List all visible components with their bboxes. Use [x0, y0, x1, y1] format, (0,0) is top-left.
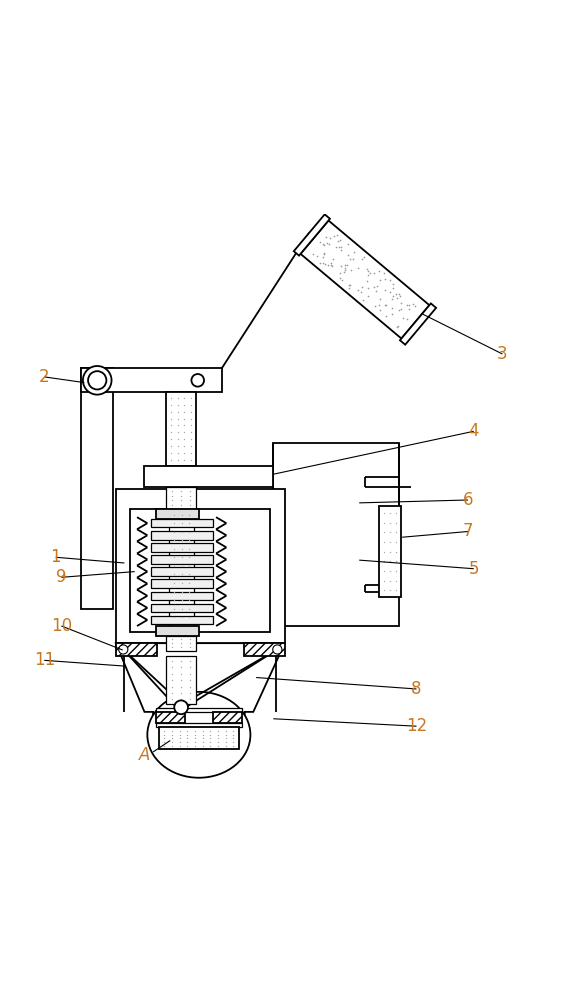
Bar: [150, 555, 213, 564]
Text: 5: 5: [468, 560, 479, 578]
Circle shape: [88, 371, 106, 389]
Bar: [150, 567, 213, 576]
Text: 9: 9: [56, 568, 67, 586]
Bar: [166, 487, 196, 509]
Bar: [145, 466, 273, 487]
Text: 6: 6: [463, 491, 474, 509]
Bar: [273, 443, 399, 626]
Bar: [156, 626, 199, 636]
Text: A: A: [139, 746, 150, 764]
Circle shape: [272, 645, 282, 654]
Bar: [150, 592, 213, 600]
Text: 8: 8: [411, 680, 422, 698]
Bar: [150, 531, 213, 540]
Polygon shape: [400, 303, 436, 345]
Text: 1: 1: [51, 548, 61, 566]
Polygon shape: [300, 221, 429, 339]
Bar: [156, 509, 199, 519]
Bar: [166, 636, 196, 651]
Text: 4: 4: [468, 422, 479, 440]
Bar: [156, 723, 242, 727]
Bar: [130, 509, 271, 632]
Bar: [150, 543, 213, 552]
Bar: [156, 708, 242, 712]
Text: 12: 12: [406, 717, 427, 735]
Bar: [150, 579, 213, 588]
Bar: [159, 727, 239, 749]
Bar: [81, 368, 113, 609]
Circle shape: [191, 374, 204, 387]
Bar: [166, 392, 196, 466]
Text: 3: 3: [497, 345, 508, 363]
Bar: [166, 656, 196, 704]
Text: 7: 7: [463, 522, 474, 540]
Bar: [213, 712, 242, 723]
Bar: [156, 712, 185, 723]
Bar: [116, 489, 285, 643]
Text: 11: 11: [34, 651, 55, 669]
Circle shape: [83, 366, 112, 395]
Bar: [150, 604, 213, 612]
Bar: [169, 509, 194, 632]
Text: 10: 10: [51, 617, 72, 635]
Circle shape: [119, 645, 128, 654]
Ellipse shape: [148, 692, 250, 778]
Bar: [150, 616, 213, 624]
Bar: [379, 506, 401, 597]
Bar: [150, 519, 213, 527]
Text: 2: 2: [39, 368, 49, 386]
Bar: [116, 643, 157, 656]
Polygon shape: [116, 643, 285, 749]
Bar: [81, 368, 222, 392]
Polygon shape: [294, 214, 330, 256]
Bar: [243, 643, 285, 656]
Circle shape: [174, 700, 188, 714]
